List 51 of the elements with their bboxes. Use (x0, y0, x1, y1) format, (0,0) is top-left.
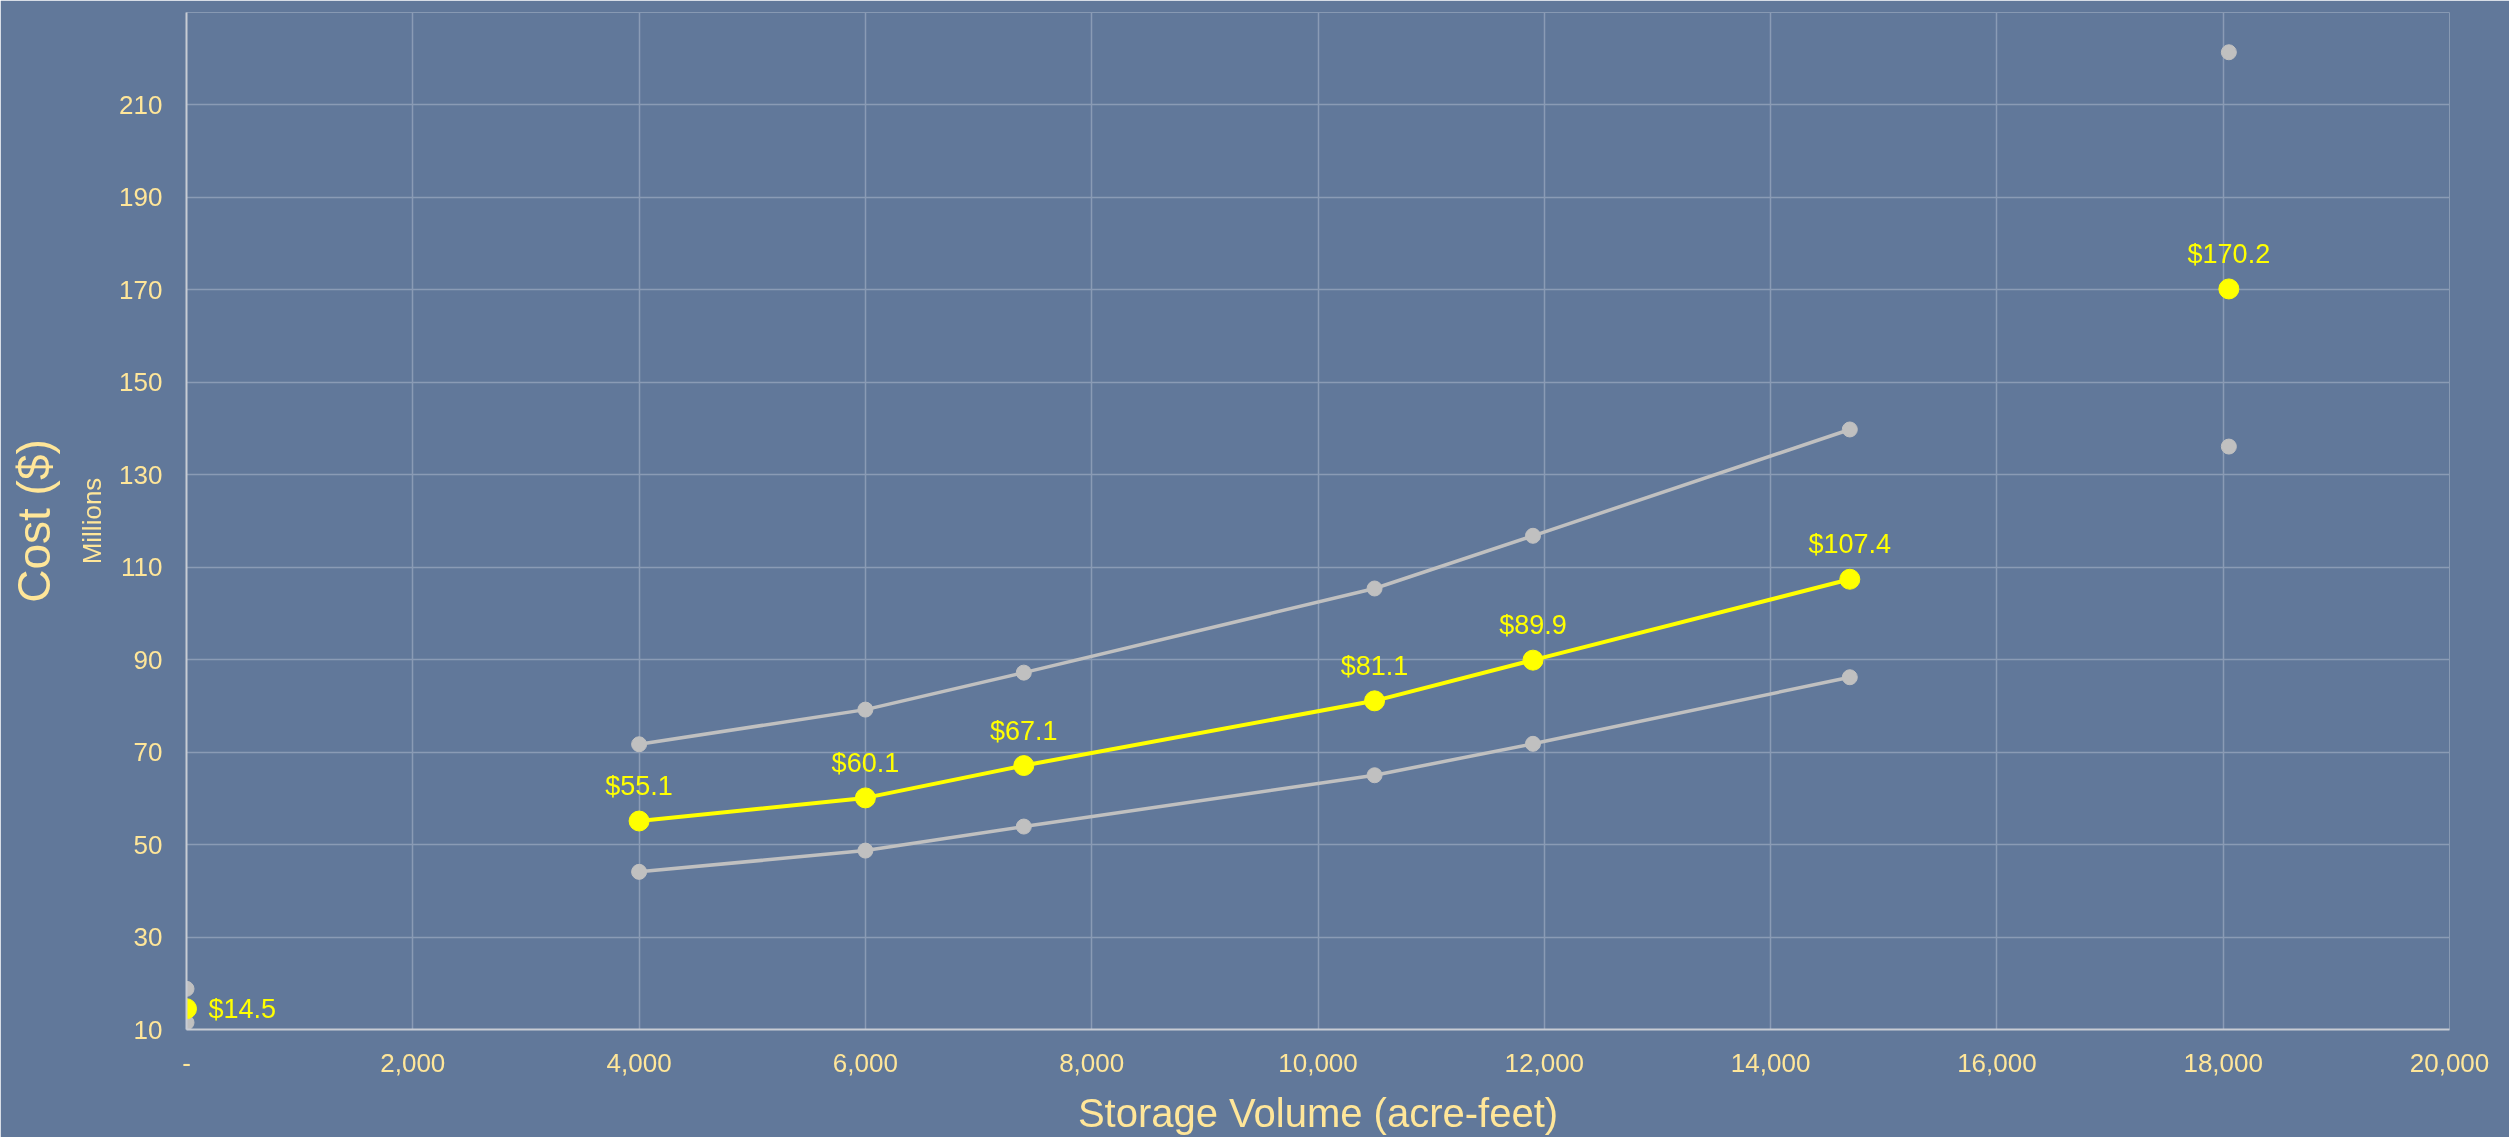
data-label: $89.9 (1499, 610, 1567, 641)
text: Millions (76, 477, 107, 565)
y-tick-label: 190 (119, 182, 163, 213)
y-tick-label: 150 (119, 367, 163, 398)
point (1366, 580, 1383, 597)
point (1524, 735, 1541, 752)
point (1841, 669, 1858, 686)
point (1015, 664, 1032, 681)
data-label: $170.2 (2187, 238, 2271, 269)
x-tick-label: 12,000 (1504, 1047, 1585, 1078)
x-tick-label: 20,000 (2409, 1047, 2490, 1078)
x-tick-label: 14,000 (1730, 1047, 1811, 1078)
point (1522, 649, 1544, 671)
y-tick-label: 110 (121, 552, 163, 583)
x-tick-label: 6,000 (832, 1047, 898, 1078)
point (854, 787, 876, 809)
y-tick-label: 130 (119, 459, 163, 490)
point (1841, 421, 1858, 438)
point (1524, 527, 1541, 544)
data-label: $55.1 (605, 771, 673, 802)
x-tick-label: 8,000 (1059, 1047, 1125, 1078)
y-axis-title: Cost ($) (7, 439, 60, 603)
x-tick-label: 18,000 (2183, 1047, 2263, 1078)
data-label: $60.1 (831, 747, 900, 778)
y-tick-label: 90 (133, 644, 163, 675)
point (1013, 755, 1035, 777)
data-label: $107.4 (1808, 529, 1892, 560)
y-tick-label: 170 (119, 274, 163, 305)
point (1015, 818, 1032, 835)
point (857, 842, 874, 859)
point (857, 701, 874, 718)
y-tick-label: 210 (119, 89, 163, 120)
data-label: $14.5 (208, 993, 277, 1024)
x-tick-label: 10,000 (1278, 1047, 1358, 1078)
y-tick-label: 10 (133, 1014, 163, 1045)
y-tick-label: 30 (133, 922, 163, 953)
point (1839, 568, 1861, 590)
point (1364, 690, 1386, 712)
point (628, 810, 650, 832)
y-tick-label: 70 (133, 737, 163, 768)
y-tick-label: 50 (133, 829, 163, 860)
x-tick-label: 16,000 (1957, 1047, 2037, 1078)
x-tick-label: 2,000 (380, 1047, 446, 1078)
x-axis-title: Storage Volume (acre-feet) (1077, 1090, 1559, 1135)
point (1366, 767, 1383, 784)
data-label: $67.1 (990, 715, 1058, 746)
x-tick-label: - (182, 1047, 191, 1078)
point (631, 736, 648, 753)
x-tick-label: 4,000 (606, 1047, 672, 1078)
data-label: $81.1 (1340, 650, 1409, 681)
point (631, 863, 648, 880)
